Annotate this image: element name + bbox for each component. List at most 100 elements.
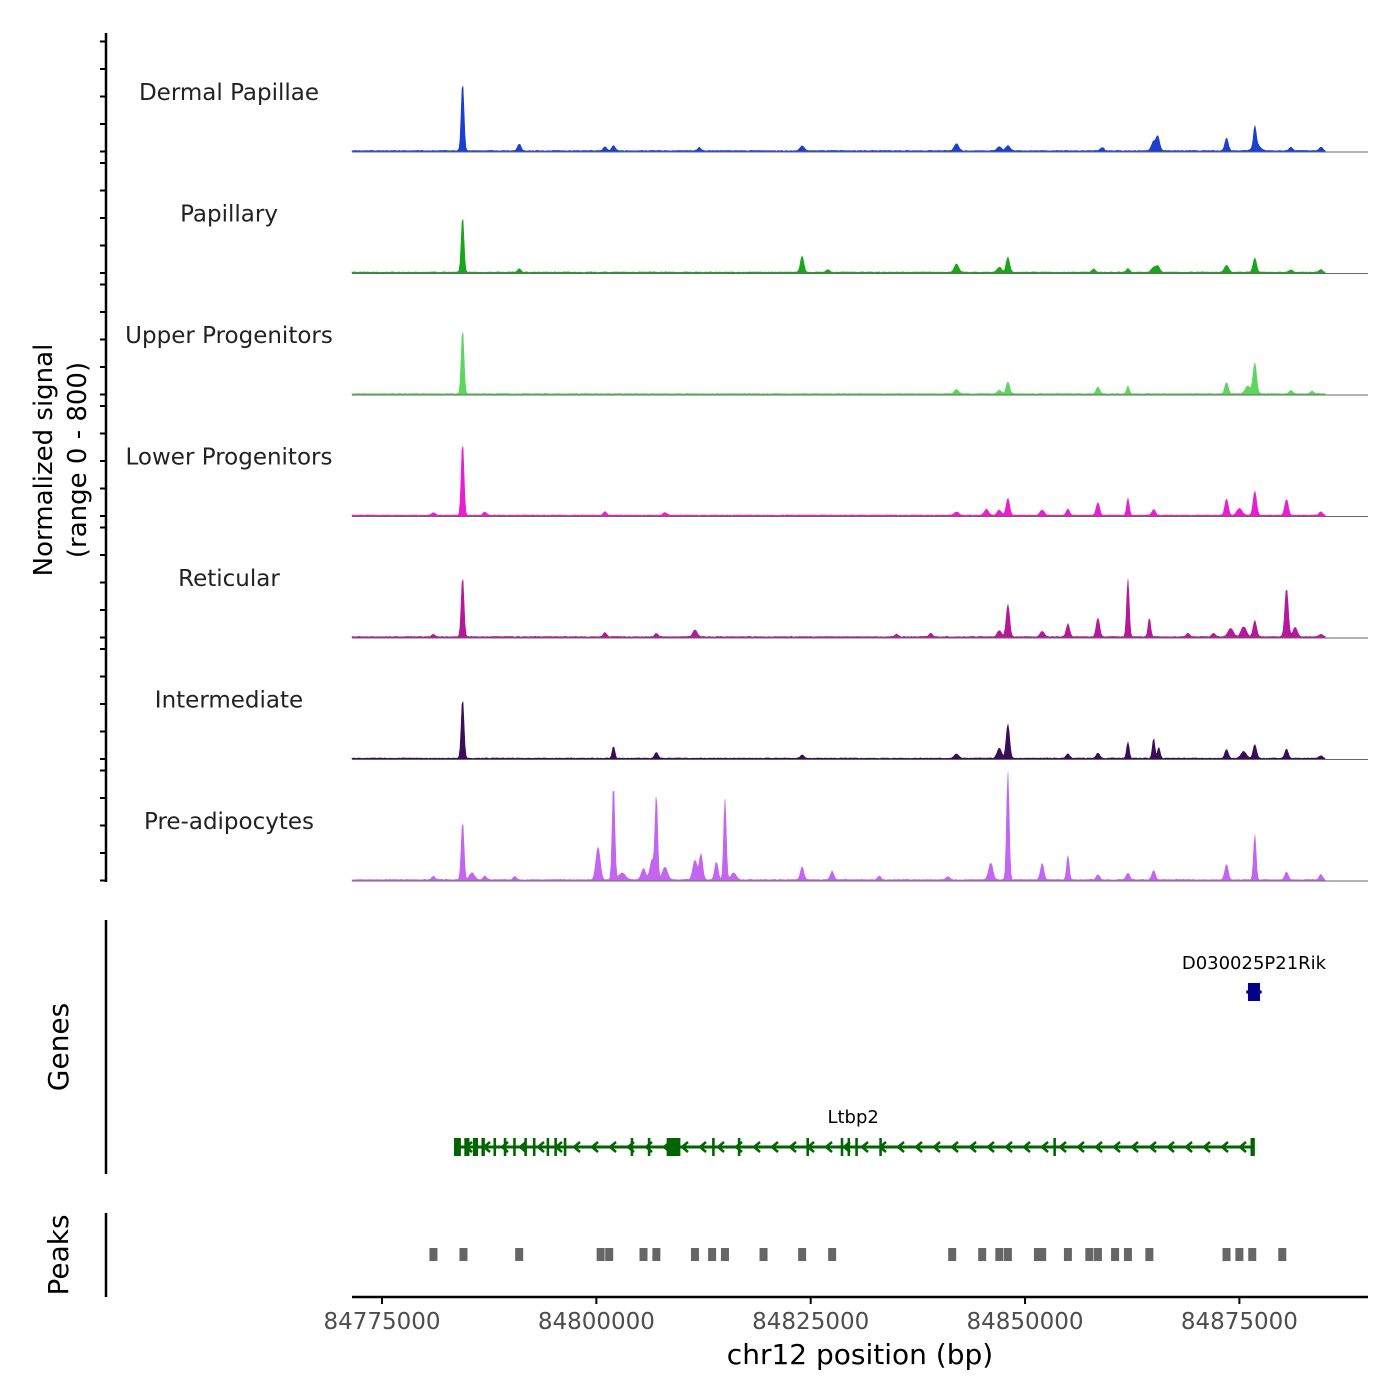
exon	[630, 1138, 634, 1156]
strand-arrow	[1076, 1141, 1085, 1153]
strand-arrow	[536, 1141, 545, 1153]
exon	[737, 1138, 741, 1156]
strand-arrow	[986, 1141, 995, 1153]
coverage-tracks: Dermal Papillae Papillary Upper Progenitor…	[125, 80, 1368, 882]
strand-arrow	[716, 1141, 725, 1153]
peak-mark	[459, 1248, 468, 1261]
peak-mark	[652, 1248, 661, 1261]
peak-mark	[1235, 1248, 1244, 1261]
signal-area	[351, 772, 1326, 881]
x-tick-label: 84875000	[1181, 1309, 1298, 1335]
gene-ltbp2: Ltbp2	[454, 1107, 1255, 1156]
exon	[503, 1138, 507, 1156]
exon	[513, 1138, 516, 1156]
peak-mark	[639, 1248, 648, 1261]
track-lower-progenitors: Lower Progenitors	[126, 445, 1368, 517]
peak-mark	[596, 1248, 605, 1261]
exon	[879, 1138, 882, 1156]
peak-mark	[1222, 1248, 1231, 1261]
strand-arrow	[1130, 1141, 1139, 1153]
peak-mark	[1278, 1248, 1287, 1261]
peak-mark	[948, 1248, 957, 1261]
track-label: Upper Progenitors	[125, 323, 333, 349]
strand-arrow	[1022, 1141, 1031, 1153]
track-label: Dermal Papillae	[139, 80, 319, 106]
peak-mark	[828, 1248, 837, 1261]
strand-arrow	[608, 1141, 617, 1153]
strand-arrow	[572, 1141, 581, 1153]
strand-arrow	[752, 1141, 761, 1153]
track-label: Reticular	[178, 566, 280, 592]
strand-arrow	[1094, 1141, 1103, 1153]
y-axis-title-line2: (range 0 - 800)	[63, 362, 93, 558]
exon	[847, 1138, 851, 1156]
track-label: Intermediate	[155, 688, 303, 714]
strand-arrow	[1166, 1141, 1175, 1153]
track-label: Lower Progenitors	[126, 445, 333, 471]
strand-arrow	[968, 1141, 977, 1153]
strand-arrow	[590, 1141, 599, 1153]
gene-annotation-track: D030025P21Rik Ltbp2	[454, 953, 1327, 1156]
exon	[1247, 983, 1260, 1001]
peak-mark	[690, 1248, 699, 1261]
peak-mark	[1063, 1248, 1072, 1261]
strand-arrow	[1004, 1141, 1013, 1153]
strand-arrow	[788, 1141, 797, 1153]
peak-mark	[1248, 1248, 1257, 1261]
exon	[532, 1138, 536, 1156]
track-papillary: Papillary	[180, 202, 1368, 274]
exon	[806, 1138, 809, 1156]
x-tick-label: 84775000	[323, 1309, 440, 1335]
track-intermediate: Intermediate	[155, 688, 1368, 760]
strand-arrow	[896, 1141, 905, 1153]
peak-mark	[1093, 1248, 1102, 1261]
exon	[524, 1138, 527, 1156]
track-upper-progenitors: Upper Progenitors	[125, 323, 1368, 396]
strand-arrow	[860, 1141, 869, 1153]
x-tick-label: 84850000	[967, 1309, 1084, 1335]
peak-mark	[1085, 1248, 1094, 1261]
exon	[647, 1138, 651, 1156]
peak-mark	[798, 1248, 807, 1261]
signal-area	[351, 219, 1326, 274]
peak-mark	[1145, 1248, 1154, 1261]
strand-arrow	[914, 1141, 923, 1153]
strand-arrow	[518, 1141, 527, 1153]
signal-y-axis-title: Normalized signal (range 0 - 800)	[29, 344, 93, 577]
exon	[493, 1138, 497, 1156]
gene-label: Ltbp2	[827, 1107, 878, 1128]
signal-area	[351, 701, 1326, 760]
exon	[855, 1138, 858, 1156]
peak-mark	[1123, 1248, 1132, 1261]
gene-d030025p21rik: D030025P21Rik	[1182, 953, 1327, 1001]
strand-arrow	[1184, 1141, 1193, 1153]
signal-area	[351, 579, 1326, 638]
peak-mark	[720, 1248, 729, 1261]
peak-mark	[708, 1248, 717, 1261]
x-axis-ticks: 84775000 84800000 84825000 84850000 84875000	[323, 1297, 1298, 1335]
peak-mark	[759, 1248, 768, 1261]
signal-y-axis-ticks	[100, 40, 106, 882]
peak-mark	[1038, 1248, 1047, 1261]
peaks-track	[429, 1248, 1287, 1261]
peak-mark	[978, 1248, 987, 1261]
exon	[481, 1138, 485, 1156]
gene-label: D030025P21Rik	[1182, 953, 1327, 974]
signal-area	[351, 332, 1326, 395]
peak-mark	[429, 1248, 438, 1261]
exon	[666, 1138, 681, 1156]
exon	[554, 1138, 557, 1156]
strand-arrow	[1112, 1141, 1121, 1153]
signal-area	[351, 446, 1326, 517]
exon	[840, 1138, 844, 1156]
track-pre-adipocytes: Pre-adipocytes	[144, 772, 1368, 882]
strand-arrow	[698, 1141, 707, 1153]
x-tick-label: 84800000	[538, 1309, 655, 1335]
strand-arrow	[1202, 1141, 1211, 1153]
peak-mark	[1111, 1248, 1120, 1261]
strand-arrow	[1148, 1141, 1157, 1153]
peak-mark	[1033, 1248, 1042, 1261]
peak-mark	[515, 1248, 524, 1261]
peak-mark	[605, 1248, 614, 1261]
